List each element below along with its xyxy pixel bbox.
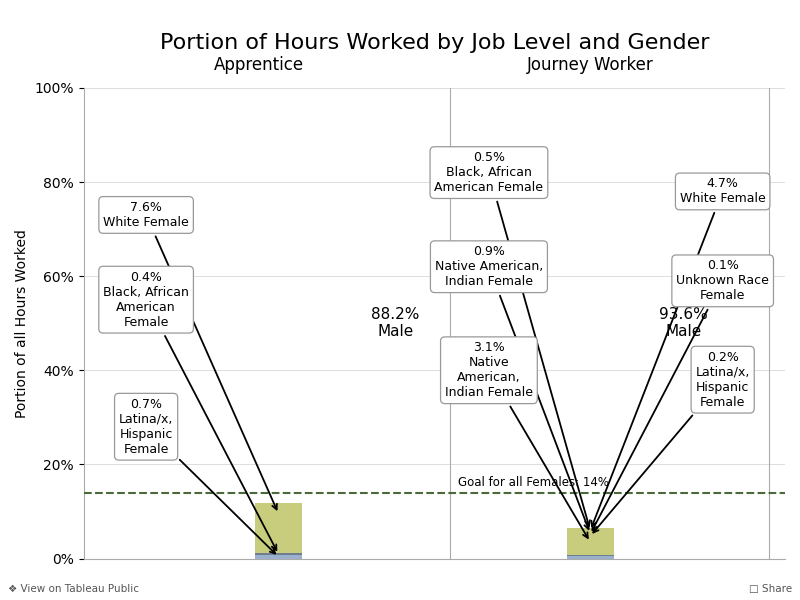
Text: 0.7%
Latina/x,
Hispanic
Female: 0.7% Latina/x, Hispanic Female bbox=[119, 398, 275, 553]
Text: 3.1%
Native
American,
Indian Female: 3.1% Native American, Indian Female bbox=[445, 341, 588, 538]
Y-axis label: Portion of all Hours Worked: Portion of all Hours Worked bbox=[15, 229, 29, 418]
Text: 88.2%
Male: 88.2% Male bbox=[371, 307, 420, 340]
Bar bbox=[255, 553, 302, 555]
Text: 0.5%
Black, African
American Female: 0.5% Black, African American Female bbox=[434, 151, 590, 526]
Text: □ Share: □ Share bbox=[749, 584, 792, 594]
Bar bbox=[255, 539, 302, 553]
Bar bbox=[255, 503, 302, 539]
Text: 0.9%
Native American,
Indian Female: 0.9% Native American, Indian Female bbox=[435, 245, 589, 529]
Bar bbox=[255, 555, 302, 559]
Text: Journey Worker: Journey Worker bbox=[527, 56, 654, 74]
Text: 93.6%
Male: 93.6% Male bbox=[659, 307, 708, 340]
Text: 0.1%
Unknown Race
Female: 0.1% Unknown Race Female bbox=[593, 259, 769, 530]
Bar bbox=[567, 529, 614, 551]
Text: Apprentice: Apprentice bbox=[214, 56, 304, 74]
Text: 0.2%
Latina/x,
Hispanic
Female: 0.2% Latina/x, Hispanic Female bbox=[594, 350, 750, 532]
Bar bbox=[567, 555, 614, 556]
Text: 0.4%
Black, African
American
Female: 0.4% Black, African American Female bbox=[103, 271, 276, 550]
Text: ❖ View on Tableau Public: ❖ View on Tableau Public bbox=[8, 584, 139, 594]
Text: 7.6%
White Female: 7.6% White Female bbox=[103, 201, 277, 509]
Bar bbox=[567, 551, 614, 555]
Bar bbox=[567, 556, 614, 559]
Title: Portion of Hours Worked by Job Level and Gender: Portion of Hours Worked by Job Level and… bbox=[160, 33, 709, 53]
Text: Goal for all Females: 14%: Goal for all Females: 14% bbox=[458, 476, 609, 489]
Text: 4.7%
White Female: 4.7% White Female bbox=[591, 178, 766, 526]
